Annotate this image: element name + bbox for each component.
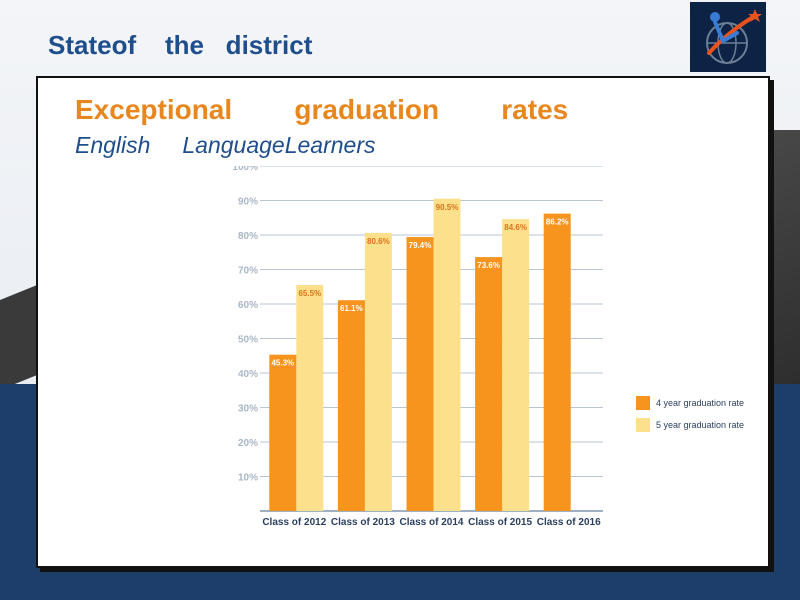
data-label-5-year: 90.5% [436,203,459,212]
chart-canvas: 10% 20% 30% 40% 50% 60% 70% 80% 90% 100% 65.5% 45.3… [232,166,744,528]
x-category-label: Class of 2014 [400,517,464,528]
y-tick-label: 100% [232,166,258,173]
logo [690,2,766,72]
x-category-label: Class of 2013 [331,517,395,528]
data-label-5-year: 80.6% [367,237,390,246]
bar-5-year [502,219,530,511]
bar-4-year [337,300,365,511]
panel-heading: Exceptional graduation rates [75,94,569,125]
logo-icon [691,3,765,71]
legend-swatch-5-year [636,418,650,432]
bar-5-year [433,198,461,511]
bar-5-year [296,285,324,511]
slide-title: Stateof the district [48,30,313,60]
data-label-4-year: 61.1% [340,304,363,313]
y-tick-label: 50% [238,335,258,346]
x-category-label: Class of 2012 [262,517,326,528]
data-label-4-year: 45.3% [271,359,294,368]
bar-5-year [364,232,392,511]
bar-4-year [543,213,571,512]
bar-4-year [475,257,503,511]
data-label-5-year: 65.5% [298,289,321,298]
y-tick-label: 40% [238,369,258,380]
panel-subheading: English LanguageLearners [75,132,376,158]
x-category-label: Class of 2016 [537,517,601,528]
bar-4-year [269,354,297,511]
data-label-4-year: 73.6% [477,261,500,270]
y-tick-label: 80% [238,231,258,242]
y-tick-label: 60% [238,300,258,311]
content-panel: Exceptional graduation rates English Lan… [36,76,770,568]
legend-label-4-year: 4 year graduation rate [656,398,744,408]
bar-4-year [406,237,434,511]
y-tick-label: 30% [238,404,258,415]
graduation-rate-chart: 10% 20% 30% 40% 50% 60% 70% 80% 90% 100% 65.5% 45.3… [188,166,758,546]
x-category-label: Class of 2015 [468,517,532,528]
y-tick-label: 90% [238,197,258,208]
legend-label-5-year: 5 year graduation rate [656,420,744,430]
data-label-5-year: 84.6% [504,223,527,232]
legend-swatch-4-year [636,396,650,410]
data-label-4-year: 86.2% [546,218,569,227]
y-tick-label: 10% [238,473,258,484]
y-tick-label: 70% [238,266,258,277]
data-label-4-year: 79.4% [409,241,432,250]
y-tick-label: 20% [238,438,258,449]
